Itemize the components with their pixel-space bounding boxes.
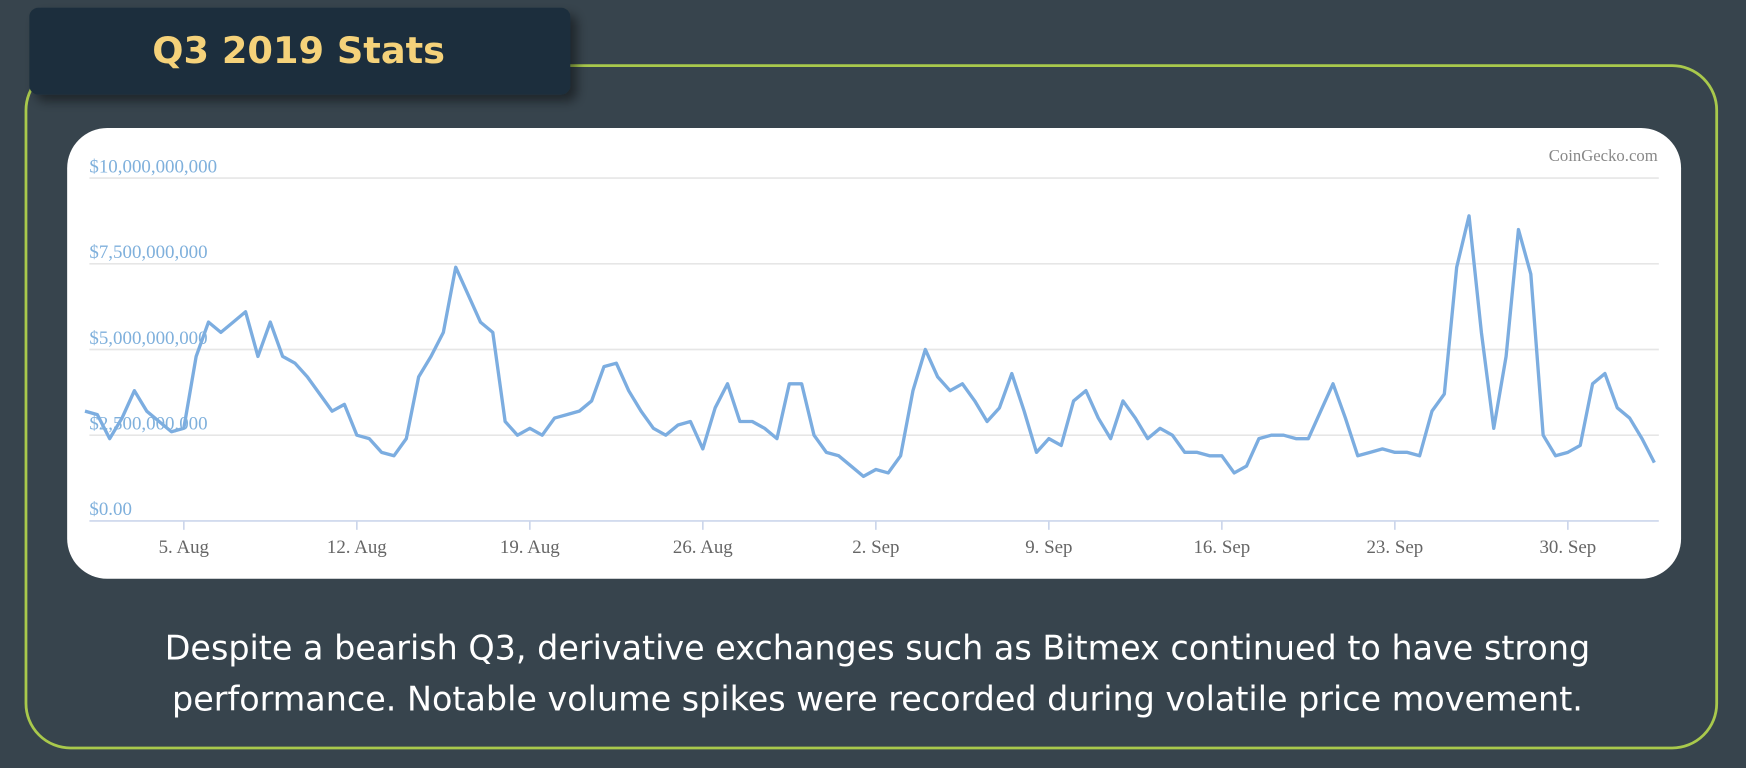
x-tick-label: 16. Sep bbox=[1193, 537, 1250, 558]
x-tick-label: 9. Sep bbox=[1025, 537, 1072, 558]
x-tick-label: 2. Sep bbox=[852, 537, 899, 558]
title: Q3 2019 Stats bbox=[152, 29, 445, 72]
y-tick-label: $7,500,000,000 bbox=[89, 242, 207, 263]
x-tick-label: 12. Aug bbox=[327, 537, 387, 558]
x-tick-label: 5. Aug bbox=[159, 537, 210, 558]
x-tick-label: 26. Aug bbox=[673, 537, 733, 558]
plot: 5. Aug 12. Aug 19. Aug 26. Aug 2. Sep 9. Sep 1… bbox=[84, 156, 1659, 558]
title-tab bbox=[29, 7, 571, 95]
x-tick-label: 30. Sep bbox=[1539, 537, 1596, 558]
chart-card bbox=[67, 128, 1682, 579]
y-tick-label: $2,500,000,000 bbox=[89, 414, 207, 435]
x-tick-label: 19. Aug bbox=[500, 537, 560, 558]
volume-line bbox=[84, 214, 1656, 479]
x-tick-label: 23. Sep bbox=[1366, 537, 1423, 558]
caption-line: Despite a bearish Q3, derivative exchang… bbox=[165, 629, 1590, 668]
y-tick-label: $10,000,000,000 bbox=[89, 156, 217, 177]
credits: CoinGecko.com bbox=[1549, 146, 1658, 165]
y-tick-label: $5,000,000,000 bbox=[89, 328, 207, 349]
frame bbox=[24, 64, 1719, 750]
caption-line: performance. Notable volume spikes were … bbox=[172, 680, 1583, 719]
y-tick-label: $0.00 bbox=[89, 499, 132, 520]
